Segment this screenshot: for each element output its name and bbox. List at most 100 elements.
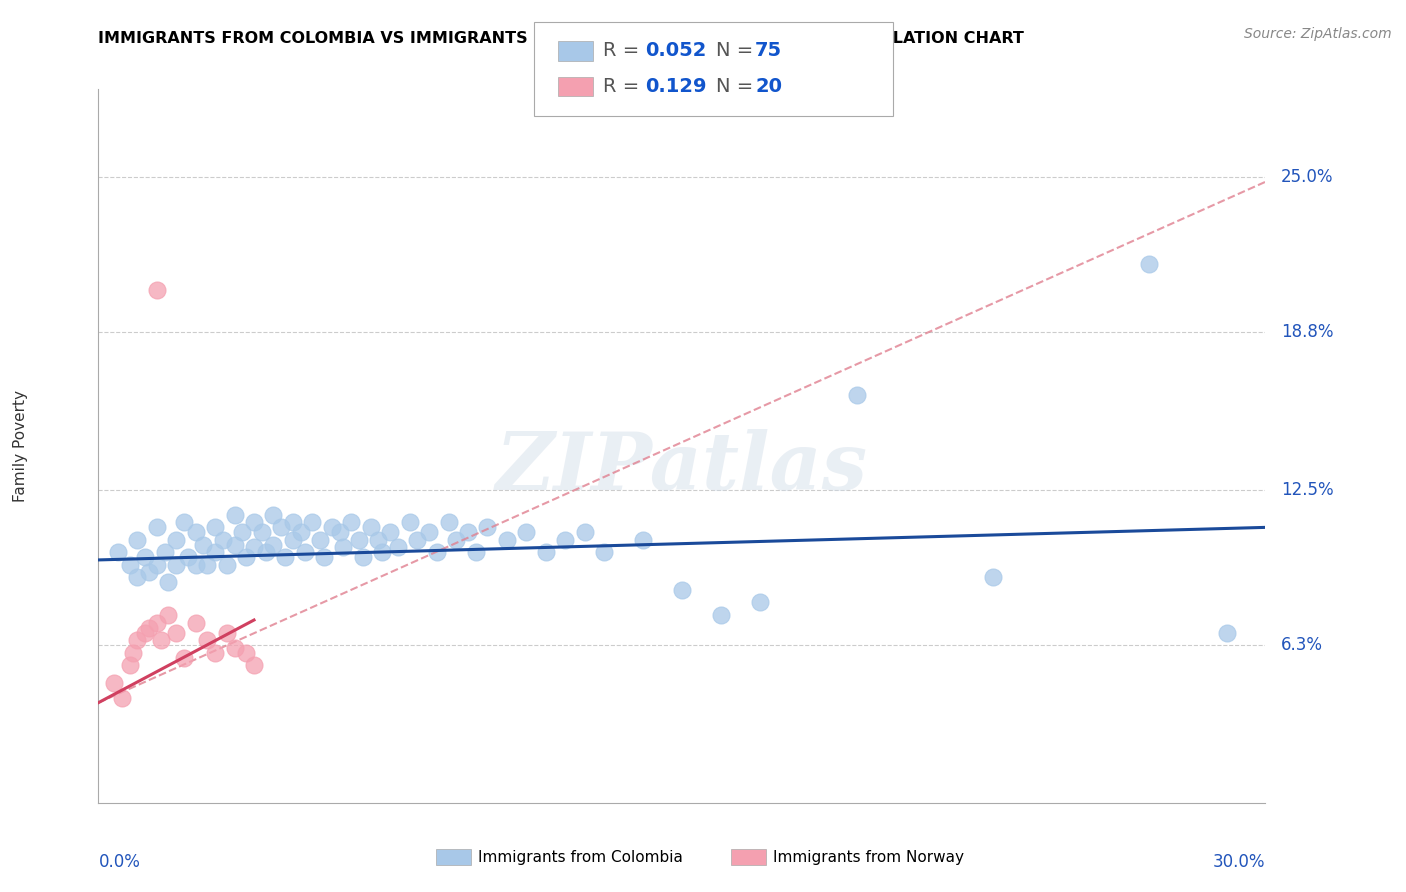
- Point: [534, 545, 557, 559]
- Point: [254, 545, 277, 559]
- Text: 0.0%: 0.0%: [98, 853, 141, 871]
- Point: [477, 520, 499, 534]
- Text: 12.5%: 12.5%: [1281, 481, 1333, 499]
- Point: [340, 516, 363, 530]
- Point: [312, 550, 335, 565]
- Point: [671, 582, 693, 597]
- Point: [111, 690, 134, 705]
- Point: [1215, 625, 1237, 640]
- Point: [321, 520, 343, 534]
- Point: [387, 541, 409, 555]
- Point: [146, 520, 169, 534]
- Point: [352, 550, 374, 565]
- Point: [165, 558, 187, 572]
- Point: [118, 558, 141, 572]
- Point: [127, 570, 149, 584]
- Text: N =: N =: [716, 77, 759, 96]
- Text: 6.3%: 6.3%: [1281, 636, 1323, 654]
- Point: [184, 558, 207, 572]
- Point: [149, 633, 172, 648]
- Point: [262, 538, 284, 552]
- Point: [457, 525, 479, 540]
- Text: R =: R =: [603, 41, 645, 61]
- Point: [224, 508, 246, 522]
- Point: [371, 545, 394, 559]
- Point: [118, 658, 141, 673]
- Point: [107, 545, 129, 559]
- Point: [146, 558, 169, 572]
- Point: [290, 525, 312, 540]
- Point: [515, 525, 537, 540]
- Point: [224, 640, 246, 655]
- Text: 30.0%: 30.0%: [1213, 853, 1265, 871]
- Point: [294, 545, 316, 559]
- Point: [301, 516, 323, 530]
- Text: R =: R =: [603, 77, 645, 96]
- Point: [157, 607, 180, 622]
- Text: Immigrants from Norway: Immigrants from Norway: [773, 850, 965, 864]
- Point: [146, 615, 169, 630]
- Point: [464, 545, 486, 559]
- Text: N =: N =: [716, 41, 759, 61]
- Point: [138, 566, 160, 580]
- Text: ZIPatlas: ZIPatlas: [496, 429, 868, 506]
- Point: [122, 646, 145, 660]
- Text: 18.8%: 18.8%: [1281, 323, 1333, 341]
- Point: [204, 646, 226, 660]
- Point: [231, 525, 253, 540]
- Point: [262, 508, 284, 522]
- Point: [274, 550, 297, 565]
- Point: [329, 525, 352, 540]
- Point: [134, 550, 156, 565]
- Text: IMMIGRANTS FROM COLOMBIA VS IMMIGRANTS FROM NORWAY FAMILY POVERTY CORRELATION CH: IMMIGRANTS FROM COLOMBIA VS IMMIGRANTS F…: [98, 31, 1025, 46]
- Point: [184, 525, 207, 540]
- Point: [309, 533, 332, 547]
- Point: [212, 533, 235, 547]
- Text: Source: ZipAtlas.com: Source: ZipAtlas.com: [1244, 27, 1392, 41]
- Point: [243, 658, 266, 673]
- Point: [204, 545, 226, 559]
- Point: [270, 520, 292, 534]
- Point: [173, 516, 195, 530]
- Point: [574, 525, 596, 540]
- Point: [981, 570, 1004, 584]
- Point: [406, 533, 429, 547]
- Point: [177, 550, 200, 565]
- Point: [134, 625, 156, 640]
- Point: [138, 621, 160, 635]
- Point: [398, 516, 420, 530]
- Point: [103, 675, 125, 690]
- Point: [631, 533, 654, 547]
- Point: [554, 533, 576, 547]
- Point: [593, 545, 616, 559]
- Point: [418, 525, 440, 540]
- Point: [367, 533, 389, 547]
- Point: [204, 520, 226, 534]
- Point: [165, 533, 187, 547]
- Point: [710, 607, 733, 622]
- Point: [193, 538, 215, 552]
- Point: [235, 550, 257, 565]
- Point: [157, 575, 180, 590]
- Point: [215, 625, 238, 640]
- Text: Immigrants from Colombia: Immigrants from Colombia: [478, 850, 683, 864]
- Point: [195, 633, 218, 648]
- Text: Family Poverty: Family Poverty: [14, 390, 28, 502]
- Point: [127, 633, 149, 648]
- Point: [224, 538, 246, 552]
- Point: [281, 533, 304, 547]
- Text: 0.129: 0.129: [645, 77, 707, 96]
- Point: [437, 516, 460, 530]
- Point: [235, 646, 257, 660]
- Point: [380, 525, 402, 540]
- Point: [173, 650, 195, 665]
- Point: [1137, 257, 1160, 271]
- Point: [215, 558, 238, 572]
- Point: [127, 533, 149, 547]
- Point: [195, 558, 218, 572]
- Point: [243, 516, 266, 530]
- Point: [184, 615, 207, 630]
- Point: [332, 541, 354, 555]
- Point: [426, 545, 449, 559]
- Point: [846, 387, 869, 401]
